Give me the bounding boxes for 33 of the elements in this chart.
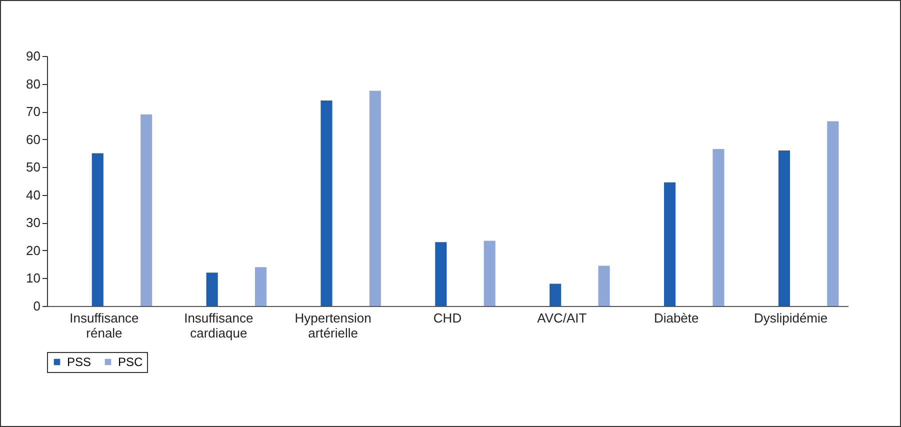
y-tick-label: 10 bbox=[26, 270, 40, 286]
x-tick-label: Insuffisance rénale bbox=[70, 310, 139, 340]
bar bbox=[140, 114, 152, 306]
y-tick-label: 50 bbox=[26, 160, 40, 175]
bar bbox=[550, 284, 562, 306]
x-tick-label: CHD bbox=[433, 310, 462, 326]
bar bbox=[827, 121, 839, 306]
bar bbox=[320, 100, 332, 306]
y-tick-label: 80 bbox=[26, 76, 40, 92]
x-tick-label: Dyslipidémie bbox=[754, 310, 828, 326]
y-tick-label: 60 bbox=[26, 132, 40, 147]
bar bbox=[598, 266, 610, 306]
bar bbox=[435, 242, 447, 306]
x-tick-label: Hypertension artérielle bbox=[294, 310, 372, 340]
bar bbox=[484, 240, 496, 306]
bar bbox=[92, 153, 104, 306]
y-tick-label: 0 bbox=[33, 298, 40, 314]
bar bbox=[778, 150, 790, 306]
y-tick-label: 20 bbox=[26, 242, 40, 258]
x-tick-label: Insuffisance cardiaque bbox=[184, 310, 254, 340]
y-tick-label: 70 bbox=[26, 104, 40, 120]
x-tick-label: Diabète bbox=[654, 310, 699, 326]
bar bbox=[254, 267, 267, 306]
bar bbox=[664, 182, 676, 306]
y-tick-label: 30 bbox=[26, 215, 40, 230]
legend-label: PSC bbox=[118, 355, 144, 369]
bar bbox=[369, 90, 381, 306]
x-tick-label: AVC/AIT bbox=[537, 310, 587, 326]
y-tick-label: 90 bbox=[26, 48, 40, 64]
bar bbox=[206, 272, 218, 306]
bar bbox=[712, 149, 724, 306]
legend-label: PSS bbox=[67, 355, 92, 369]
y-tick-label: 40 bbox=[26, 187, 40, 202]
